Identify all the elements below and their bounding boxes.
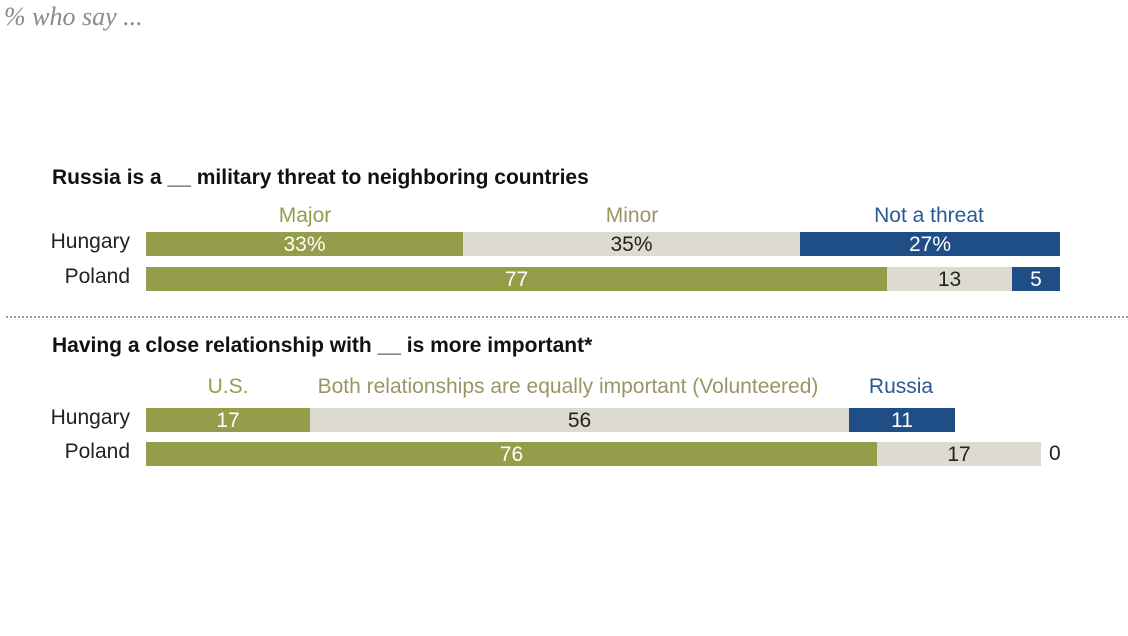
bar-segment-2-poland-2: 17 (877, 442, 1041, 466)
bar-segment-1-poland-3: 5 (1012, 267, 1060, 291)
panel-divider (6, 316, 1128, 318)
legend-label-2-2: Both relationships are equally important… (317, 375, 819, 398)
bar-segment-2-poland-1: 76 (146, 442, 877, 466)
legend-label-2-3: Russia (868, 375, 934, 398)
bar-segment-2-hungary-3: 11 (849, 408, 955, 432)
bar-segment-1-hungary-2: 35% (463, 232, 800, 256)
bar-segment-1-hungary-3: 27% (800, 232, 1060, 256)
panel-1-title: Russia is a __ military threat to neighb… (52, 166, 589, 189)
bar-segment-1-poland-2: 13 (887, 267, 1012, 291)
bar-segment-1-poland-1: 77 (146, 267, 887, 291)
bar-label-2-poland-3: 0 (1049, 442, 1061, 465)
panel-2-title: Having a close relationship with __ is m… (52, 334, 593, 357)
row-label-1-poland: Poland (64, 265, 130, 288)
bar-segment-1-hungary-1: 33% (146, 232, 463, 256)
bar-segment-2-hungary-2: 56 (310, 408, 849, 432)
row-label-2-hungary: Hungary (50, 406, 130, 429)
legend-label-1-1: Major (278, 204, 332, 227)
row-label-1-hungary: Hungary (50, 230, 130, 253)
row-label-2-poland: Poland (64, 440, 130, 463)
chart-subtitle: % who say ... (4, 2, 143, 31)
legend-label-1-3: Not a threat (874, 204, 984, 227)
bar-segment-2-hungary-1: 17 (146, 408, 310, 432)
legend-label-2-1: U.S. (207, 375, 249, 398)
legend-label-1-2: Minor (605, 204, 659, 227)
